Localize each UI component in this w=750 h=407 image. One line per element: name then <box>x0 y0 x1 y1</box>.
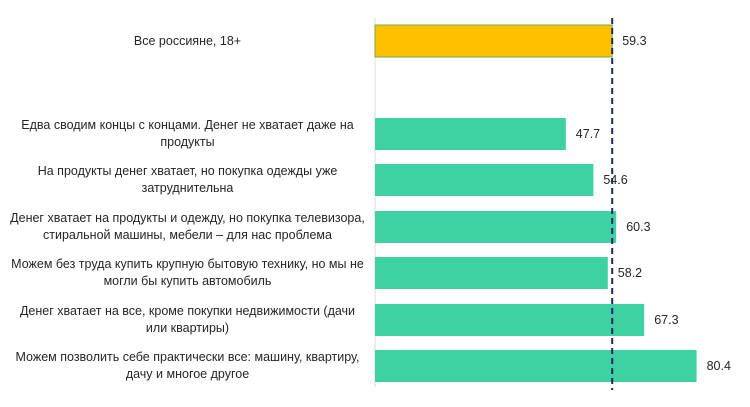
value-label-4: 58.2 <box>618 266 642 280</box>
value-label-0: 59.3 <box>622 34 646 48</box>
value-label-5: 67.3 <box>654 313 678 327</box>
category-label-0: Все россияне, 18+ <box>133 33 242 48</box>
bars-group <box>374 24 697 382</box>
bar-6 <box>375 350 697 382</box>
bar-1 <box>375 118 566 150</box>
category-label-3: Денег хватает на продукты и одежду, но п… <box>10 211 365 242</box>
bar-2 <box>375 164 594 196</box>
category-label-6: Можем позволить себе практически все: ма… <box>15 350 360 381</box>
bar-4 <box>375 257 608 289</box>
value-label-6: 80.4 <box>707 359 731 373</box>
value-label-3: 60.3 <box>626 220 650 234</box>
category-label-4: Можем без труда купить крупную бытовую т… <box>11 257 364 288</box>
category-label-5: Денег хватает на все, кроме покупки недв… <box>19 304 356 335</box>
bar-5 <box>375 304 645 336</box>
value-label-1: 47.7 <box>576 127 600 141</box>
category-label-1: Едва сводим концы с концами. Денег не хв… <box>21 118 354 149</box>
bar-3 <box>375 211 617 243</box>
category-label-2: На продукты денег хватает, но покупка од… <box>37 164 338 195</box>
bar-0 <box>374 24 613 58</box>
value-labels-group: 59.3 47.7 54.6 60.3 58.2 67.3 80.4 <box>576 34 731 373</box>
value-label-2: 54.6 <box>603 173 627 187</box>
